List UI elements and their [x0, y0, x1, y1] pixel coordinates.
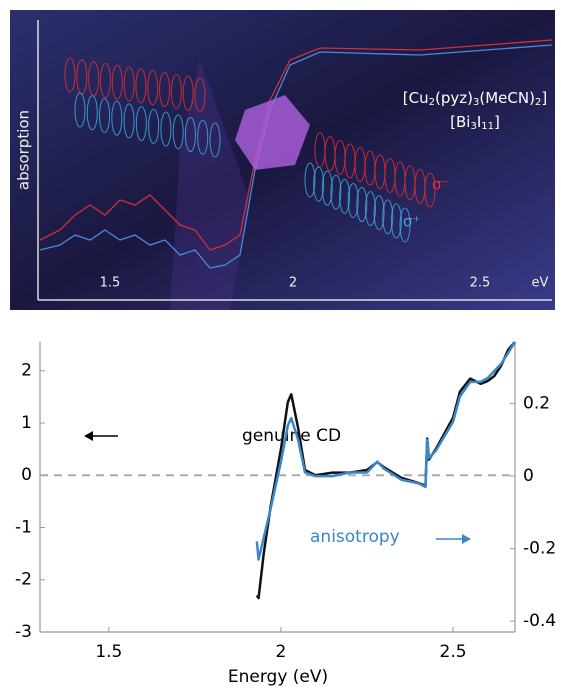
decor-spectrum-blue	[39, 44, 553, 269]
formula: [Bi3I11]	[450, 113, 500, 133]
subscript: 3	[473, 97, 479, 108]
series-line	[255, 341, 516, 600]
formula-part: I	[477, 113, 481, 131]
decor-helix-turn	[184, 117, 196, 153]
y2-tick-label: -0.4	[523, 611, 556, 631]
subscript: 3	[470, 121, 476, 132]
annotation-arrowhead	[462, 534, 471, 544]
decor-helix-turn	[209, 122, 221, 158]
decor-helix-turn	[364, 191, 376, 227]
formula: [Cu2(pyz)3(MeCN)2]	[403, 89, 547, 109]
y-tick-label: -3	[15, 622, 32, 642]
illustration-tick: 1.5	[100, 276, 121, 291]
illustration-tick: eV	[532, 276, 549, 291]
decor-helix-turn	[111, 64, 123, 100]
decor-cluster	[235, 95, 310, 170]
illustration-tick: 2.5	[470, 276, 491, 291]
decor-helix-turn	[111, 100, 123, 136]
decor-helix-turn	[135, 106, 147, 142]
decor-helix-turn	[135, 68, 147, 104]
decor-helix-turn	[399, 207, 411, 243]
decor-helix-turn	[424, 172, 436, 208]
formula-part: (pyz)	[435, 89, 473, 107]
sigma-plus: σ⁺	[403, 213, 420, 231]
decor-helix-turn	[373, 195, 385, 231]
decor-helix-turn	[99, 62, 111, 98]
decor-helix-turn	[147, 70, 159, 106]
decor-helix-turn	[123, 66, 135, 102]
decor-helices	[64, 57, 436, 243]
decor-helix-turn	[74, 92, 86, 128]
decor-helix-turn	[339, 178, 351, 214]
series-line	[255, 341, 517, 561]
subscript: 2	[429, 97, 435, 108]
decor-helix-turn	[182, 75, 194, 111]
decor-helix-turn	[382, 199, 394, 235]
decor-helix-turn	[148, 108, 160, 144]
annotation: anisotropy	[310, 527, 400, 547]
formula-part: ]	[494, 113, 500, 131]
decor-helix-turn	[356, 187, 368, 223]
decor-spectrum-red	[39, 39, 553, 251]
y-tick-label: 2	[21, 361, 32, 381]
light-beam	[170, 60, 250, 310]
sigma-minus: σ⁻	[432, 176, 449, 194]
y2-tick-label: -0.2	[523, 539, 556, 559]
decor-helix-turn	[86, 95, 98, 131]
decor-helix-turn	[88, 61, 100, 97]
y2-tick-label: 0	[523, 466, 534, 486]
annotation: genuine CD	[242, 426, 341, 446]
decor-helix-turn	[347, 182, 359, 218]
illustration: absorption 1.5 2 2.5 eV [Cu2(pyz)3(MeCN)…	[10, 10, 555, 310]
decor-helix-turn	[170, 73, 182, 109]
y-tick-label: 0	[21, 465, 32, 485]
decor-helix-turn	[159, 72, 171, 108]
decor-helix-turn	[194, 77, 206, 113]
x-tick-label: 2	[276, 642, 287, 662]
x-tick-label: 2.5	[440, 642, 467, 662]
decor-helix-turn	[313, 166, 325, 202]
formula-part: [Bi	[450, 113, 470, 131]
y2-tick-label: 0.2	[523, 394, 550, 414]
y-tick-label: 1	[21, 413, 32, 433]
decor-helix-turn	[390, 203, 402, 239]
decor-helix-turn	[304, 162, 316, 198]
formula-part: ]	[541, 89, 547, 107]
decor-helix-turn	[321, 170, 333, 206]
decor-helix-turn	[99, 97, 111, 133]
decor-helix-turn	[123, 103, 135, 139]
decor-helix-turn	[160, 111, 172, 147]
subscript: 2	[535, 97, 541, 108]
decor-helix-turn	[330, 174, 342, 210]
x-axis-label: Energy (eV)	[228, 667, 328, 687]
x-tick-label: 1.5	[95, 642, 122, 662]
subscript: 11	[481, 121, 494, 132]
decor-helix-turn	[197, 119, 209, 155]
illustration-axis-label: absorption	[15, 110, 33, 190]
y-tick-label: -1	[15, 517, 32, 537]
y-tick-label: -2	[15, 570, 32, 590]
decor-helix-turn	[64, 57, 76, 93]
formula-part: [Cu	[403, 89, 429, 107]
illustration-tick: 2	[289, 276, 297, 291]
annotation-arrowhead	[84, 431, 93, 441]
formula-part: (MeCN)	[479, 89, 535, 107]
chart: genuine CD anisotropy Energy (eV) -3 -2 -1…	[15, 341, 556, 687]
decor-helix-turn	[172, 114, 184, 150]
